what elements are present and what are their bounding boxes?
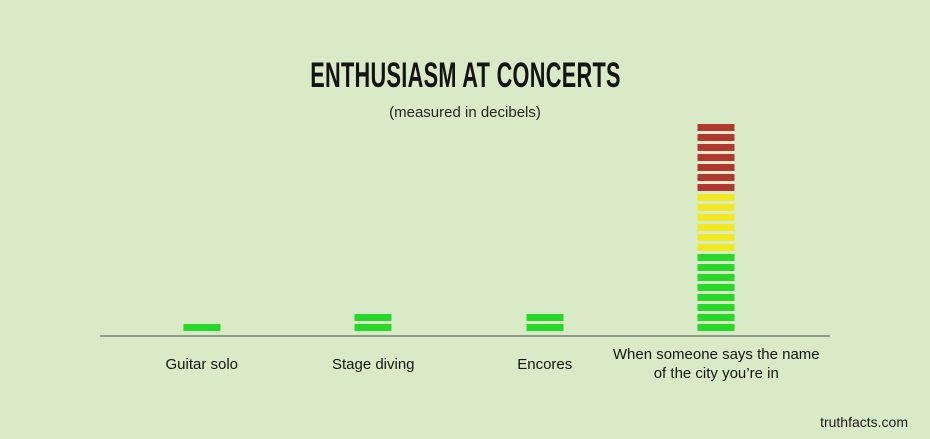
bar-segment-yellow [697,224,735,231]
bar-segment-green [354,314,392,321]
x-axis-baseline [100,335,830,337]
bar-segment-red [697,174,735,181]
bar [526,314,564,331]
title-wrap: ENTHUSIASM AT CONCERTS [0,56,930,96]
bar-segment-yellow [697,234,735,241]
bar-segment-yellow [697,244,735,251]
bar-segment-red [697,144,735,151]
bar-segment-green [697,294,735,301]
bar-label: Stage diving [332,344,415,384]
chart-column: Encores [459,0,631,439]
bar-segment-red [697,124,735,131]
bar-segment-red [697,164,735,171]
bar-segment-green [183,324,221,331]
chart-columns: Guitar solo Stage diving Encores When someo… [116,0,820,439]
bar-label: When someone says the name of the city yo… [613,344,820,384]
chart-subtitle: (measured in decibels) [389,104,541,121]
bar-label-line: When someone says the name [612,346,820,363]
bar-segment-green [354,324,392,331]
bar-segment-red [697,154,735,161]
bar-segment-red [697,134,735,141]
bar-zone-green [183,324,221,331]
bar [697,124,735,331]
bar-zone-yellow [697,194,735,251]
bar-label-line: Guitar solo [165,355,239,373]
bar-zone-green [354,314,392,331]
bar-segment-green [697,274,735,281]
chart-column: When someone says the name of the city yo… [613,0,820,439]
bar-segment-yellow [697,194,735,201]
bar [183,324,221,331]
bar-label: Guitar solo [165,344,238,384]
site-credit: truthfacts.com [820,414,908,430]
bar-segment-yellow [697,204,735,211]
bar-label-line: of the city you’re in [653,365,779,382]
chart-column: Stage diving [288,0,460,439]
bar-label: Encores [517,344,572,384]
bar-segment-green [526,324,564,331]
bar-segment-green [697,304,735,311]
bar-zone-green [697,254,735,331]
bar-label-line: Encores [517,355,573,373]
chart-title: ENTHUSIASM AT CONCERTS [309,56,621,95]
bar [354,314,392,331]
bar-segment-green [697,324,735,331]
bar-label-line: Stage diving [331,355,415,373]
bar-segment-green [526,314,564,321]
bar-segment-green [697,264,735,271]
bar-segment-red [697,184,735,191]
bar-segment-green [697,284,735,291]
bar-segment-green [697,254,735,261]
bar-zone-green [526,314,564,331]
bar-zone-red [697,124,735,191]
bar-segment-yellow [697,214,735,221]
bar-segment-green [697,314,735,321]
chart-column: Guitar solo [116,0,288,439]
